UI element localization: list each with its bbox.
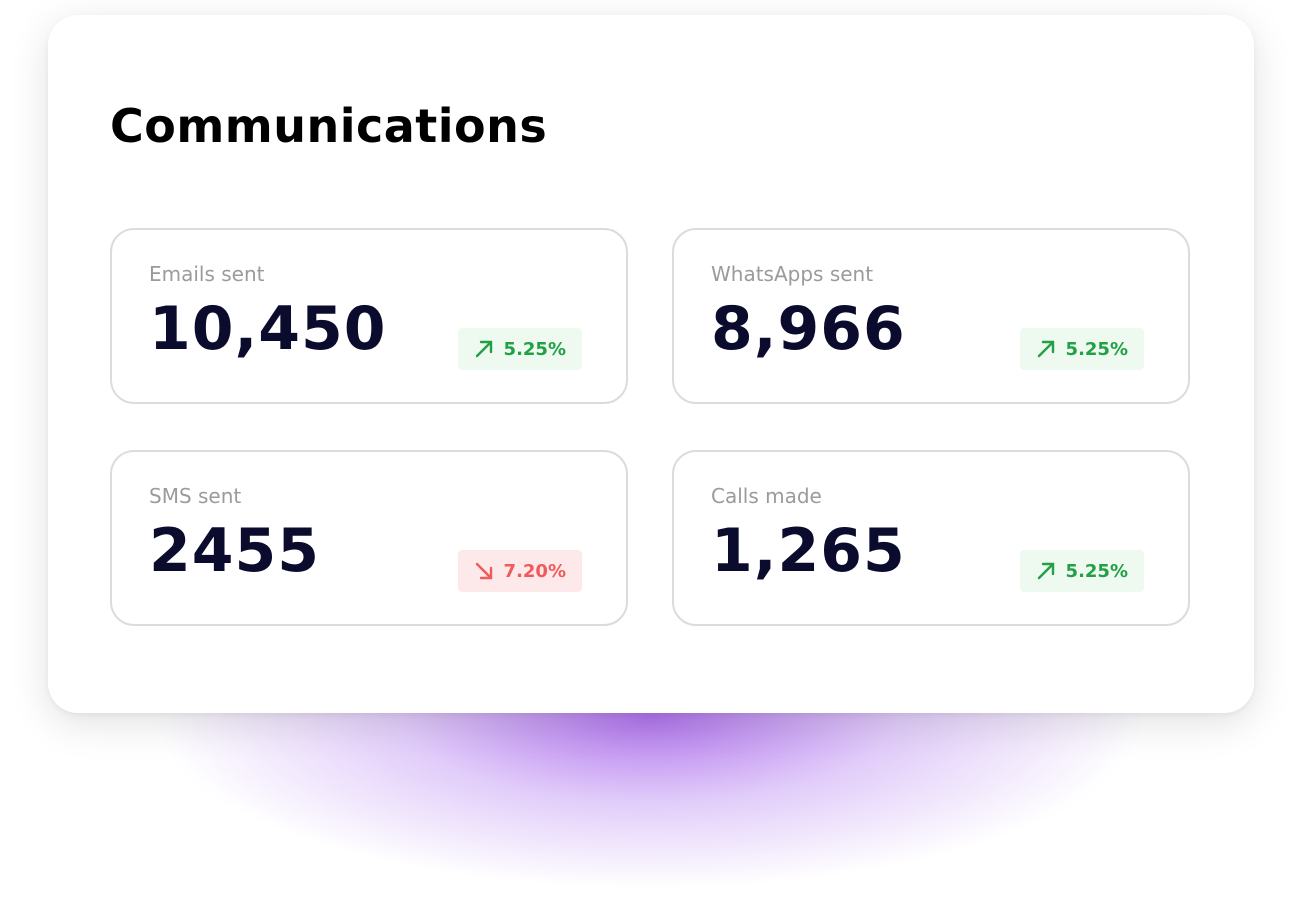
stat-value: 10,450 — [149, 294, 387, 364]
stat-value: 8,966 — [711, 294, 906, 364]
arrow-up-icon — [1037, 340, 1054, 358]
arrow-up-icon — [475, 340, 492, 358]
change-badge: 7.20% — [457, 550, 582, 592]
arrow-up-icon — [1037, 562, 1054, 580]
change-text: 7.20% — [503, 560, 566, 582]
stat-label: Calls made — [711, 484, 822, 508]
stat-label: Emails sent — [149, 262, 265, 286]
change-badge: 5.25% — [1019, 328, 1144, 370]
panel-title: Communications — [110, 99, 548, 153]
change-text: 5.25% — [1065, 560, 1128, 582]
stat-card: Emails sent 10,450 5.25% — [110, 228, 628, 404]
stat-value: 1,265 — [711, 516, 906, 586]
stat-label: WhatsApps sent — [711, 262, 874, 286]
change-badge: 5.25% — [457, 328, 582, 370]
change-text: 5.25% — [503, 338, 566, 360]
communications-panel: Communications Emails sent 10,450 5.25% Wha… — [48, 15, 1254, 713]
change-badge: 5.25% — [1019, 550, 1144, 592]
stat-card: SMS sent 2455 7.20% — [110, 450, 628, 626]
change-text: 5.25% — [1065, 338, 1128, 360]
stat-value: 2455 — [149, 516, 320, 586]
arrow — [1037, 562, 1054, 580]
arrow-down-icon — [475, 562, 492, 580]
stat-label: SMS sent — [149, 484, 242, 508]
arrow — [1037, 340, 1054, 358]
arrow — [475, 340, 492, 358]
stat-card: Calls made 1,265 5.25% — [672, 450, 1190, 626]
stat-card: WhatsApps sent 8,966 5.25% — [672, 228, 1190, 404]
arrow — [475, 562, 492, 580]
